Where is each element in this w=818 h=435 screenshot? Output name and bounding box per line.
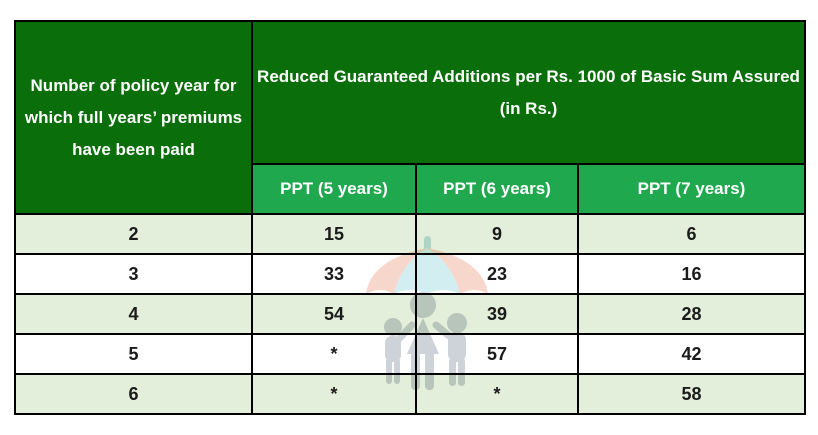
- cell-ppt5: 15: [251, 213, 417, 255]
- cell-ppt6: 9: [415, 213, 579, 255]
- table-row: 6 * * 58: [14, 373, 806, 415]
- column-header-ppt-5-years: PPT (5 years): [251, 163, 417, 215]
- cell-years-paid: 5: [14, 333, 253, 375]
- cell-ppt7: 42: [577, 333, 806, 375]
- cell-years-paid: 3: [14, 253, 253, 295]
- table-row: 3 33 23 16: [14, 253, 806, 295]
- cell-ppt5: 33: [251, 253, 417, 295]
- data-table: Number of policy year for which full yea…: [14, 20, 806, 415]
- cell-ppt6: 23: [415, 253, 579, 295]
- cell-ppt6: *: [415, 373, 579, 415]
- cell-years-paid: 2: [14, 213, 253, 255]
- table-row: 5 * 57 42: [14, 333, 806, 375]
- column-header-ppt-7-years: PPT (7 years): [577, 163, 806, 215]
- cell-ppt5: *: [251, 333, 417, 375]
- cell-ppt7: 58: [577, 373, 806, 415]
- group-header-reduced-guaranteed-additions: Reduced Guaranteed Additions per Rs. 100…: [251, 20, 806, 165]
- cell-ppt6: 39: [415, 293, 579, 335]
- reduced-guaranteed-additions-table: Number of policy year for which full yea…: [14, 20, 806, 415]
- cell-years-paid: 4: [14, 293, 253, 335]
- cell-years-paid: 6: [14, 373, 253, 415]
- cell-ppt5: *: [251, 373, 417, 415]
- table-row: 2 15 9 6: [14, 213, 806, 255]
- cell-ppt5: 54: [251, 293, 417, 335]
- cell-ppt7: 16: [577, 253, 806, 295]
- column-header-ppt-6-years: PPT (6 years): [415, 163, 579, 215]
- cell-ppt7: 28: [577, 293, 806, 335]
- row-header-policy-years-paid: Number of policy year for which full yea…: [14, 20, 253, 215]
- table-row: 4 54 39 28: [14, 293, 806, 335]
- cell-ppt7: 6: [577, 213, 806, 255]
- cell-ppt6: 57: [415, 333, 579, 375]
